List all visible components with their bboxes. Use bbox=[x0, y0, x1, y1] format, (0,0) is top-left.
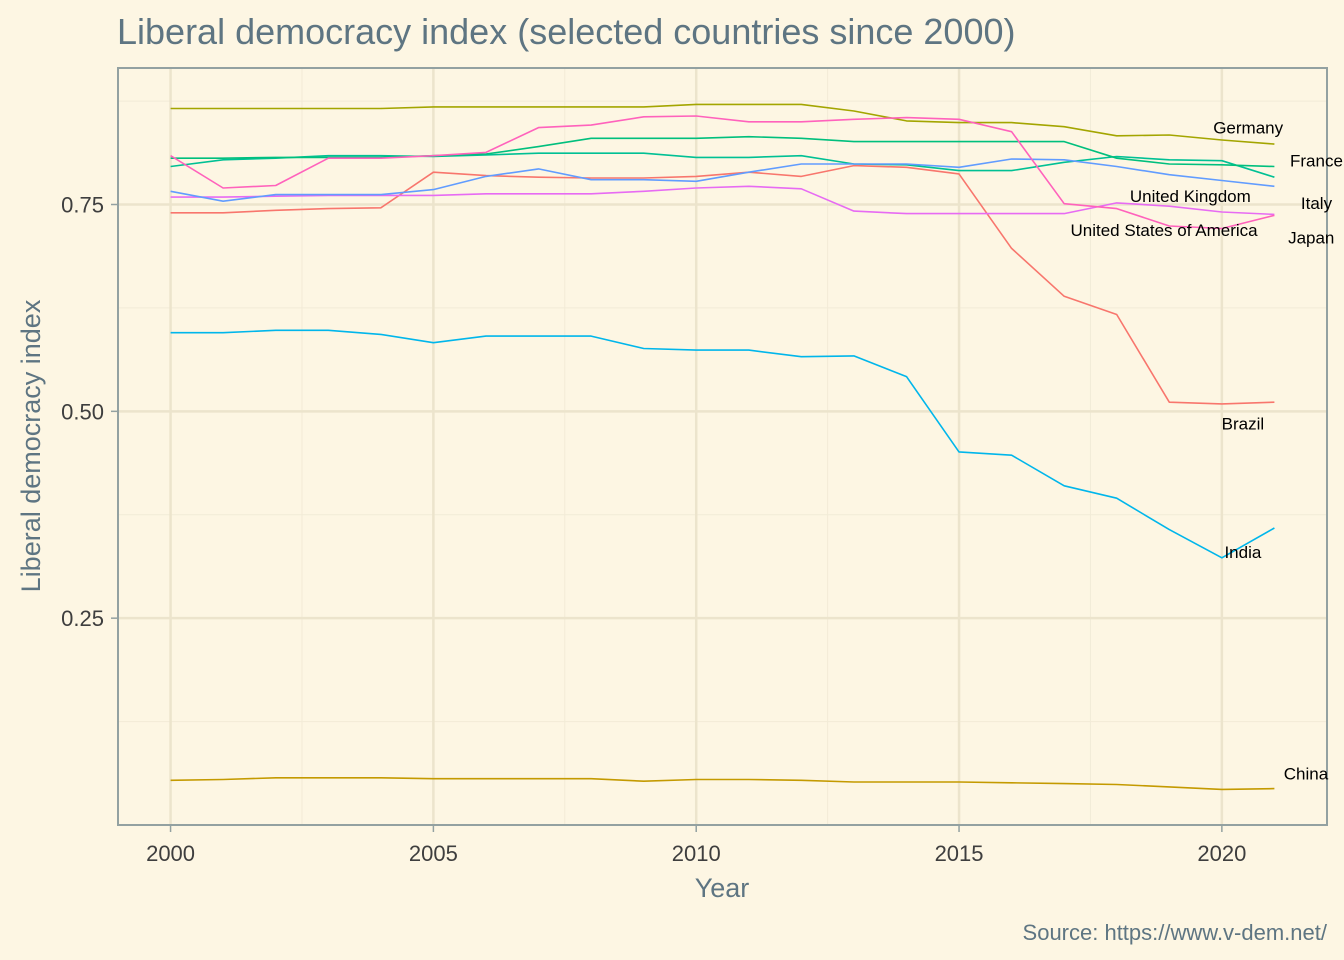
series-lines bbox=[170, 103, 1275, 791]
y-tick-label: 0.75 bbox=[61, 193, 104, 218]
series-line-brazil bbox=[170, 164, 1275, 405]
series-line-china bbox=[170, 776, 1275, 791]
series-label-germany: Germany bbox=[1213, 119, 1283, 138]
series-label-brazil: Brazil bbox=[1222, 415, 1265, 434]
y-tick-label: 0.50 bbox=[61, 399, 104, 424]
y-axis-title: Liberal democracy index bbox=[16, 299, 46, 592]
chart-caption: Source: https://www.v-dem.net/ bbox=[1023, 920, 1328, 945]
x-tick-label: 2010 bbox=[672, 841, 721, 866]
series-label-japan: Japan bbox=[1288, 229, 1334, 248]
series-label-france: France bbox=[1290, 152, 1343, 171]
x-axis-title: Year bbox=[695, 873, 750, 903]
plot-panel-border bbox=[117, 67, 1328, 826]
y-tick-label: 0.25 bbox=[61, 606, 104, 631]
series-line-germany bbox=[170, 103, 1275, 145]
x-tick-label: 2005 bbox=[409, 841, 458, 866]
x-tick-label: 2000 bbox=[146, 841, 195, 866]
series-label-united-states-of-america: United States of America bbox=[1071, 221, 1259, 240]
x-tick-label: 2015 bbox=[935, 841, 984, 866]
series-line-united-kingdom bbox=[170, 158, 1275, 202]
series-labels: Brazil China France Germany India Italy Japan U… bbox=[1071, 119, 1343, 784]
y-axis-ticks: 0.25 0.50 0.75 bbox=[61, 193, 118, 631]
series-label-china: China bbox=[1284, 765, 1329, 784]
x-tick-label: 2020 bbox=[1197, 841, 1246, 866]
series-label-united-kingdom: United Kingdom bbox=[1130, 187, 1251, 206]
x-axis-ticks: 2000 2005 2010 2015 2020 bbox=[146, 825, 1246, 866]
series-label-india: India bbox=[1224, 543, 1261, 562]
series-label-italy: Italy bbox=[1301, 194, 1333, 213]
series-line-france bbox=[170, 152, 1275, 178]
series-line-india bbox=[170, 329, 1275, 559]
series-line-united-states-of-america bbox=[170, 115, 1275, 230]
chart-title: Liberal democracy index (selected countr… bbox=[117, 11, 1015, 52]
